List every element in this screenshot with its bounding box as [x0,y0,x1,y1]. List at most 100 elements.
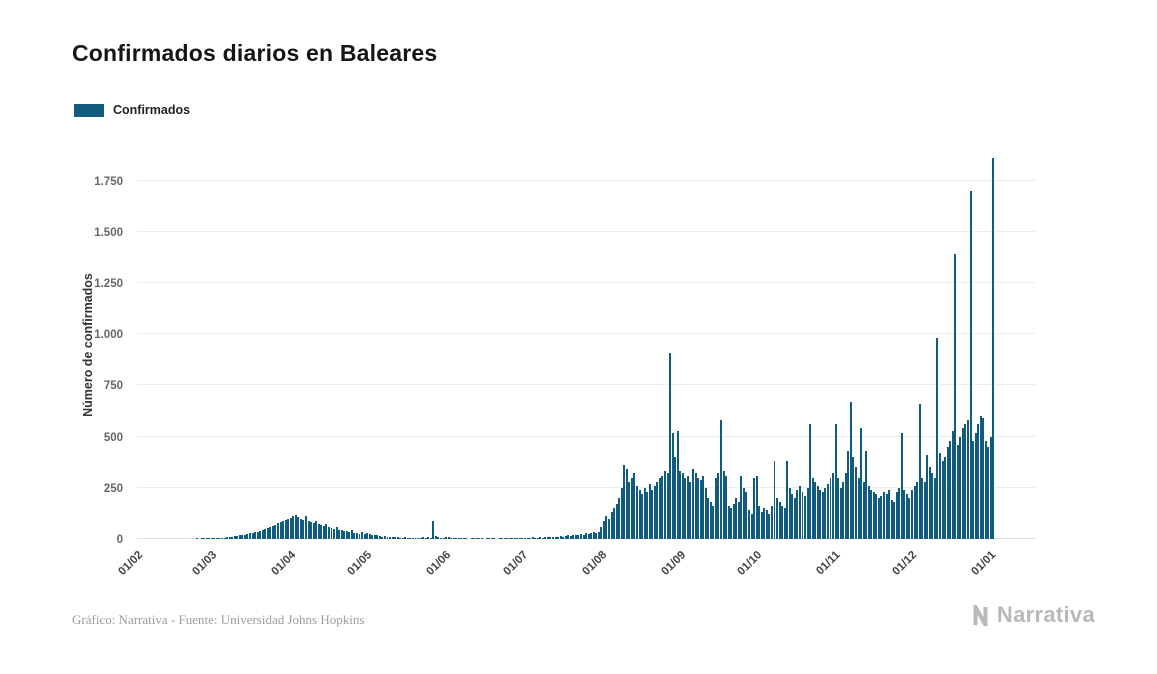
bar [722,471,725,539]
bar [676,430,679,539]
bar [992,158,995,539]
bar [549,536,552,539]
bar [539,537,542,539]
bar [208,538,211,539]
bar [671,432,674,539]
gridline [137,230,1035,232]
bar [770,506,773,539]
bar [590,532,593,539]
bar [490,538,493,539]
bar [544,537,547,539]
bar [636,485,638,539]
bar [429,537,432,539]
y-axis-tick-label: 250 [103,482,123,495]
bar [938,453,941,539]
bar [350,530,353,539]
bar [307,520,310,539]
bar [452,538,455,539]
bar [989,436,992,539]
bar [246,533,249,539]
bar [485,538,488,539]
bar [959,436,962,539]
bar [536,537,539,539]
bar [282,520,285,539]
x-axis-tick-label: 01/05 [345,549,375,578]
bar [661,475,664,539]
bar [781,506,784,539]
bar [373,534,376,539]
legend-label: Confirmados [113,103,191,117]
bar [882,491,885,539]
bar [806,487,809,539]
bar [338,529,341,539]
bar [200,538,203,539]
bar [368,533,371,539]
bar [773,461,776,539]
bar [493,538,496,539]
bar [913,485,916,539]
bar [333,528,336,539]
bar [613,508,616,539]
bar [949,440,952,539]
bar [353,532,356,539]
bar [643,487,646,539]
bar [656,481,659,539]
bar [854,467,857,539]
bar [266,527,269,539]
bar [750,514,753,539]
bar [936,338,939,539]
bar [506,538,509,539]
y-axis-tick-label: 1.250 [94,278,123,291]
bar [366,533,369,539]
bar [559,536,562,539]
bar [511,538,514,539]
bar [371,534,374,539]
bar [241,534,244,539]
bar [641,493,644,539]
bar [422,537,425,539]
bar [516,538,519,539]
bar [259,530,262,539]
bar [984,440,987,539]
bar [844,473,847,539]
bar [572,534,575,539]
x-axis-tick-label: 01/08 [580,549,609,578]
bar [931,473,934,539]
bar [689,481,692,539]
y-axis-tick-label: 750 [103,380,123,393]
bar [615,504,618,539]
bar [243,534,246,539]
bar [895,491,898,539]
bar [941,461,944,539]
bar [684,477,687,539]
bar [666,473,669,539]
bar [763,508,766,539]
bar [966,420,969,539]
bar [284,519,287,539]
bar [760,512,763,539]
bar [228,536,231,539]
bar [610,512,613,539]
bar [674,457,677,539]
bar [623,465,626,539]
bar [445,536,448,539]
bar [518,538,521,539]
gridline [137,384,1035,386]
bar [289,517,292,539]
bar [837,477,840,539]
bar [261,529,264,539]
bar [692,469,694,539]
bar [867,485,870,539]
plot-area: 0 250 500 750 1.000 1.250 1.500 1.750 01/02 01/03… [94,150,1035,578]
bar [765,510,768,539]
bar [531,537,534,539]
bar [946,446,949,539]
bar [396,537,399,539]
bar [740,475,743,539]
x-axis-tick-label: 01/10 [735,549,765,578]
bar [287,518,290,539]
bar [944,457,947,539]
bar [406,537,409,539]
page-title: Confirmados diarios en Baleares [72,40,438,66]
bar [574,535,577,539]
